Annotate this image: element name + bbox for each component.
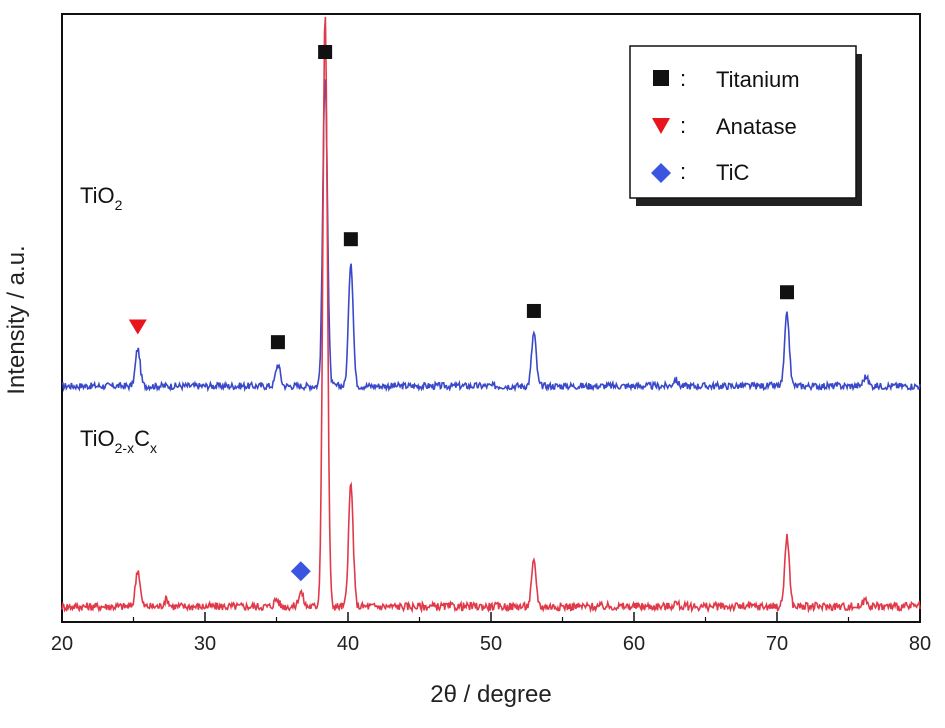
legend-anatase-label: Anatase xyxy=(716,114,797,139)
peak-marker-titanium xyxy=(343,232,358,247)
series-label-tio2xcx: TiO2-xCx xyxy=(80,426,157,456)
series-label-tio2xcx-main2: C xyxy=(134,426,150,451)
legend-anatase-sep: : xyxy=(680,113,686,138)
x-tick-label-60: 60 xyxy=(623,633,645,655)
series-label-tio2xcx-sub2: x xyxy=(150,440,157,456)
peak-marker-titanium xyxy=(318,45,333,59)
series-label-tio2-main: TiO xyxy=(80,183,115,208)
legend-titanium-marker xyxy=(653,70,669,86)
legend-anatase-marker xyxy=(652,118,670,134)
peak-marker-anatase xyxy=(128,319,147,335)
series-label-tio2-sub: 2 xyxy=(115,197,123,213)
x-tick-label-50: 50 xyxy=(480,633,502,655)
peak-marker-tic xyxy=(290,561,311,582)
x-tick-label-80: 80 xyxy=(909,633,931,655)
series-lines xyxy=(61,16,921,614)
x-tick-label-70: 70 xyxy=(766,633,788,655)
series-line-tio2 xyxy=(61,79,921,393)
peak-marker-titanium xyxy=(526,303,541,318)
legend-titanium-label: Titanium xyxy=(716,67,800,92)
peak-marker-titanium xyxy=(780,285,795,300)
x-tick-label-20: 20 xyxy=(51,633,73,655)
series-label-tio2: TiO2 xyxy=(80,183,123,213)
series-label-tio2xcx-sub: 2-x xyxy=(115,440,134,456)
legend-tic-marker xyxy=(651,163,671,183)
x-tick-label-40: 40 xyxy=(337,633,359,655)
x-axis-title: 2θ / degree xyxy=(430,681,551,708)
x-tick-label-30: 30 xyxy=(194,633,216,655)
series-line-tio2xcx xyxy=(61,16,921,614)
legend-tic-sep: : xyxy=(680,159,686,184)
legend: : Titanium : Anatase : TiC xyxy=(629,45,862,206)
peak-markers xyxy=(128,45,795,582)
legend-titanium-sep: : xyxy=(680,66,686,91)
y-axis-title: Intensity / a.u. xyxy=(3,245,30,394)
peak-marker-titanium xyxy=(270,335,285,350)
x-axis-ticks: 20 30 40 50 60 70 80 xyxy=(51,612,931,655)
series-label-tio2xcx-main: TiO xyxy=(80,426,115,451)
legend-tic-label: TiC xyxy=(716,160,750,185)
